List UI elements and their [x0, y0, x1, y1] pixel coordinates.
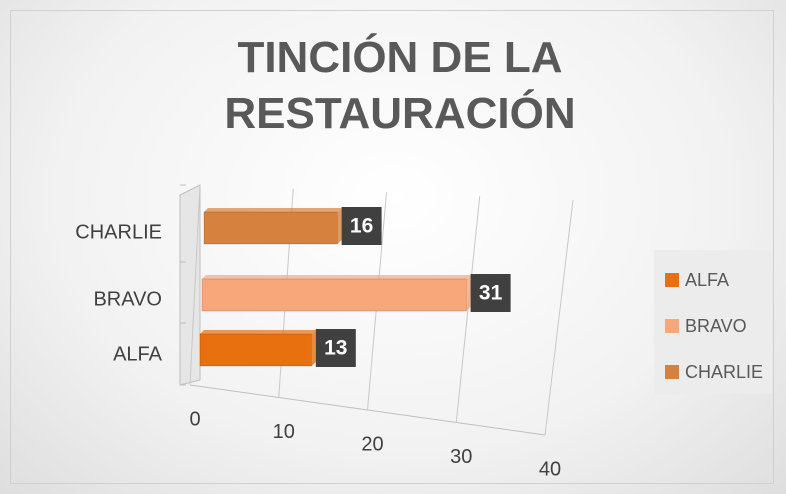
data-label-box	[341, 207, 382, 245]
bar-face	[204, 208, 342, 212]
bar-face	[202, 275, 471, 279]
bar	[203, 208, 342, 245]
data-label-box	[315, 329, 356, 367]
legend-label: BRAVO	[685, 316, 747, 336]
legend-swatch	[665, 365, 679, 379]
y-tick-label: CHARLIE	[75, 221, 162, 243]
chart-frame	[10, 10, 774, 484]
bar-face	[466, 275, 471, 311]
grid-line	[544, 199, 574, 436]
chart-title: TINCIÓN DE LA RESTAURACIÓN	[224, 33, 576, 138]
grid-line	[189, 184, 201, 386]
x-tick-label: 20	[361, 433, 383, 455]
legend-label: CHARLIE	[685, 362, 763, 382]
bar-face	[337, 208, 342, 244]
data-label-box	[470, 274, 511, 312]
data-label: 13	[324, 337, 347, 360]
data-label: 31	[479, 282, 503, 305]
x-tick-label: 0	[189, 408, 200, 430]
x-tick-label: 30	[450, 446, 472, 468]
legend-swatch	[665, 273, 679, 287]
bar-face	[201, 278, 468, 312]
bar-face	[203, 211, 339, 245]
legend-swatch	[665, 319, 679, 333]
bar	[199, 330, 316, 367]
y-tick-label: ALFA	[113, 343, 163, 365]
back-wall	[179, 184, 201, 386]
bar	[201, 275, 471, 312]
data-label: 16	[350, 215, 373, 238]
bar-face	[199, 333, 313, 367]
bar-face	[311, 330, 316, 366]
bar-face	[200, 330, 316, 334]
y-tick-label: BRAVO	[93, 288, 162, 310]
x-tick-label: 10	[273, 421, 295, 443]
x-tick-label: 40	[539, 458, 561, 480]
legend-label: ALFA	[685, 270, 729, 290]
